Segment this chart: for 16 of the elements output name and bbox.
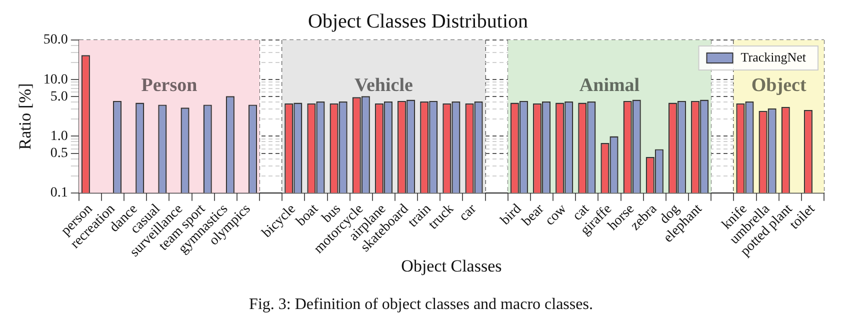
x-axis-title: Object Classes [401,256,502,276]
legend-label: TrackingNet [740,49,806,64]
y-axis-title: Ratio [%] [16,83,35,150]
band-label: Vehicle [354,74,413,96]
chart-title: Object Classes Distribution [308,10,528,32]
band-label: Object [751,74,807,96]
y-tick-label: 10.0 [43,72,68,88]
band-label: Person [141,74,198,96]
y-tick-label: 50.0 [43,32,68,48]
y-tick-label: 0.5 [50,146,68,161]
y-tick-label: 5.0 [50,89,68,104]
caption: Fig. 3: Definition of object classes and macro classes. [249,296,593,314]
band-label: Animal [579,74,640,96]
x-tick-label: car [456,201,480,224]
y-tick-label: 0.1 [50,186,68,201]
y-tick-label: 1.0 [50,128,68,144]
